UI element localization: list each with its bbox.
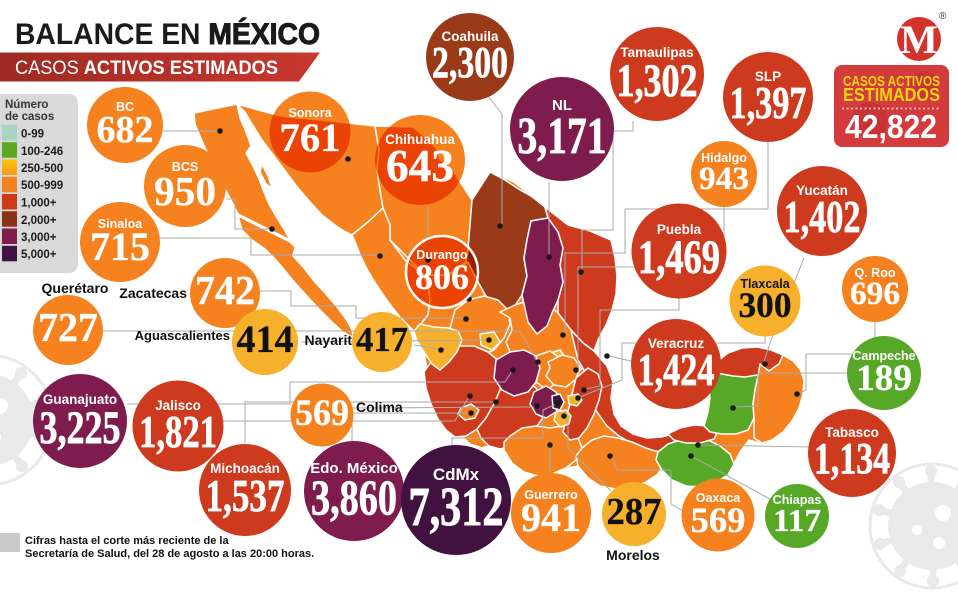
svg-text:5,000+: 5,000+ xyxy=(21,249,57,261)
svg-text:SLP: SLP xyxy=(755,69,781,84)
svg-text:Yucatán: Yucatán xyxy=(796,183,848,198)
svg-text:1,424: 1,424 xyxy=(638,345,715,395)
svg-text:682: 682 xyxy=(97,109,154,151)
svg-text:569: 569 xyxy=(295,393,349,434)
svg-text:Coahuila: Coahuila xyxy=(441,29,498,44)
svg-text:ESTIMADOS: ESTIMADOS xyxy=(843,84,940,105)
svg-text:Sonora: Sonora xyxy=(288,106,332,120)
svg-text:806: 806 xyxy=(415,257,469,297)
svg-text:950: 950 xyxy=(154,168,216,214)
svg-text:100-246: 100-246 xyxy=(21,146,63,158)
svg-text:Tamaulipas: Tamaulipas xyxy=(620,45,693,60)
svg-text:CASOS ACTIVOS ESTIMADOS: CASOS ACTIVOS ESTIMADOS xyxy=(15,57,278,79)
svg-text:42,822: 42,822 xyxy=(845,108,937,145)
svg-text:Jalisco: Jalisco xyxy=(155,398,201,413)
svg-text:Guanajuato: Guanajuato xyxy=(43,392,117,407)
svg-text:Chihuahua: Chihuahua xyxy=(385,132,455,147)
svg-text:M: M xyxy=(900,17,938,62)
svg-text:1,134: 1,134 xyxy=(814,434,890,483)
svg-text:Campeche: Campeche xyxy=(852,349,915,363)
svg-text:3,860: 3,860 xyxy=(311,469,397,525)
svg-text:Veracruz: Veracruz xyxy=(648,336,705,351)
svg-text:7,312: 7,312 xyxy=(409,476,504,537)
svg-text:Durango: Durango xyxy=(416,248,468,262)
svg-text:1,469: 1,469 xyxy=(638,231,720,284)
svg-text:Querétaro: Querétaro xyxy=(42,280,109,296)
svg-text:Michoacán: Michoacán xyxy=(210,461,280,476)
svg-text:BALANCE EN MÉXICO: BALANCE EN MÉXICO xyxy=(15,17,320,51)
svg-text:BC: BC xyxy=(116,100,134,114)
svg-text:117: 117 xyxy=(773,502,821,538)
svg-text:300: 300 xyxy=(739,285,792,325)
svg-text:de casos: de casos xyxy=(5,111,54,123)
svg-text:Tabasco: Tabasco xyxy=(825,425,879,440)
svg-text:2,300: 2,300 xyxy=(432,38,508,87)
svg-text:Puebla: Puebla xyxy=(657,222,702,237)
svg-text:Número: Número xyxy=(5,99,48,111)
svg-text:1,302: 1,302 xyxy=(617,55,698,107)
svg-text:0-99: 0-99 xyxy=(21,129,44,141)
svg-text:643: 643 xyxy=(386,141,454,191)
svg-text:715: 715 xyxy=(90,224,150,269)
svg-text:761: 761 xyxy=(280,115,341,160)
svg-text:3,171: 3,171 xyxy=(518,108,607,165)
svg-text:500-999: 500-999 xyxy=(21,180,63,192)
svg-text:Guerrero: Guerrero xyxy=(524,488,578,502)
svg-text:Aguascalientes: Aguascalientes xyxy=(135,328,230,343)
svg-text:CASOS ACTIVOS: CASOS ACTIVOS xyxy=(843,74,940,90)
svg-text:943: 943 xyxy=(699,161,749,197)
svg-text:3,225: 3,225 xyxy=(40,402,121,454)
svg-text:Colima: Colima xyxy=(356,399,403,415)
svg-text:Morelos: Morelos xyxy=(606,547,660,563)
svg-text:Tlaxcala: Tlaxcala xyxy=(740,277,790,291)
svg-text:Secretaría de Salud, del 28 de: Secretaría de Salud, del 28 de agosto a … xyxy=(25,548,314,560)
svg-text:941: 941 xyxy=(521,495,581,540)
svg-text:189: 189 xyxy=(856,358,912,399)
svg-text:Chiapas: Chiapas xyxy=(773,493,822,507)
svg-text:BCS: BCS xyxy=(172,160,198,174)
svg-text:1,397: 1,397 xyxy=(730,78,807,128)
svg-text:287: 287 xyxy=(607,491,662,533)
svg-text:1,000+: 1,000+ xyxy=(21,198,57,210)
svg-text:NL: NL xyxy=(552,97,572,114)
svg-text:417: 417 xyxy=(356,320,408,359)
svg-text:Oaxaca: Oaxaca xyxy=(696,491,742,505)
svg-text:Sinaloa: Sinaloa xyxy=(98,217,144,231)
svg-text:3,000+: 3,000+ xyxy=(21,232,57,244)
svg-text:Nayarit: Nayarit xyxy=(305,332,353,348)
svg-text:®: ® xyxy=(939,11,947,22)
svg-text:250-500: 250-500 xyxy=(21,163,63,175)
svg-text:Q. Roo: Q. Roo xyxy=(855,266,896,280)
svg-text:2,000+: 2,000+ xyxy=(21,215,57,227)
svg-text:696: 696 xyxy=(850,276,900,312)
svg-text:1,537: 1,537 xyxy=(206,470,285,521)
svg-text:Edo. México: Edo. México xyxy=(310,460,398,477)
svg-text:569: 569 xyxy=(691,500,746,540)
svg-text:727: 727 xyxy=(38,304,98,350)
svg-text:Zacatecas: Zacatecas xyxy=(119,285,187,301)
svg-text:1,402: 1,402 xyxy=(784,192,861,242)
svg-text:CdMx: CdMx xyxy=(433,465,480,484)
svg-text:414: 414 xyxy=(237,318,294,361)
svg-text:Cifras hasta el corte más reci: Cifras hasta el corte más reciente de la xyxy=(25,535,229,547)
svg-text:1,821: 1,821 xyxy=(139,406,217,457)
svg-text:Hidalgo: Hidalgo xyxy=(701,151,747,165)
svg-text:742: 742 xyxy=(195,267,255,313)
